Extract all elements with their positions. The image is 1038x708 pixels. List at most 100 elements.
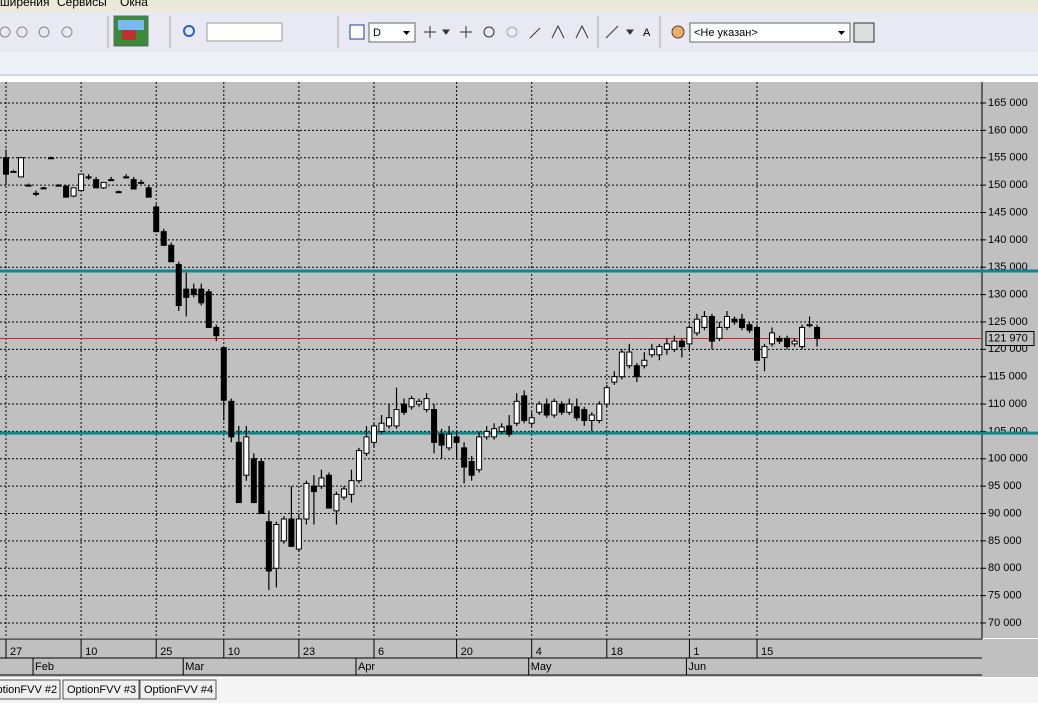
candle-body	[333, 493, 340, 512]
month-label: May	[531, 661, 552, 673]
candle-body	[761, 346, 768, 359]
y-tick-label: 145 000	[988, 206, 1028, 218]
dropdown-arrow	[403, 31, 410, 35]
candle-body	[40, 187, 47, 190]
candle-body	[814, 326, 821, 340]
candle-body	[370, 425, 377, 443]
candle-body	[100, 181, 107, 189]
candle-body	[678, 340, 685, 348]
menu-item[interactable]: Сервисы	[57, 0, 107, 9]
drawing-tools	[424, 24, 634, 39]
menu-item[interactable]: Окна	[120, 0, 148, 9]
y-tick-label: 130 000	[988, 288, 1028, 300]
candle-body	[633, 365, 640, 378]
candle-body	[498, 426, 505, 432]
candle-body	[453, 436, 460, 443]
y-tick-label: 75 000	[988, 590, 1022, 602]
menu-bar	[0, 0, 1038, 12]
candle-body	[416, 400, 423, 405]
candle-body	[145, 187, 152, 198]
account-value: <Не указан>	[694, 27, 758, 39]
candle-body	[213, 326, 220, 337]
tab-label[interactable]: OptionFVV #2	[0, 684, 57, 696]
candle-body	[573, 406, 580, 419]
chart-icon[interactable]	[349, 24, 365, 40]
account-select[interactable]	[689, 22, 851, 43]
candle-body	[363, 436, 370, 454]
toolbar-strip	[0, 52, 1038, 76]
y-tick-label: 160 000	[988, 124, 1028, 136]
candle-body	[168, 244, 175, 263]
candle-body	[776, 337, 783, 342]
candle-body	[340, 488, 347, 498]
tab-label[interactable]: OptionFVV #3	[67, 684, 136, 696]
tab[interactable]	[139, 679, 217, 700]
month-label: Apr	[358, 661, 375, 673]
candle-body	[551, 400, 558, 416]
candle-body	[10, 170, 17, 173]
x-tick-label: 27	[10, 646, 22, 658]
candle-body	[708, 315, 715, 342]
candle-body	[423, 398, 430, 411]
y-tick-label: 140 000	[988, 234, 1028, 246]
timeframe-value: D	[373, 27, 381, 39]
y-tick-label: 70 000	[988, 617, 1022, 629]
candle-body	[431, 409, 438, 443]
y-tick-label: 115 000	[988, 371, 1027, 383]
last-price-box	[985, 331, 1035, 347]
x-tick-label: 4	[536, 646, 542, 658]
candle-body	[325, 474, 332, 509]
text-tool[interactable]: A	[643, 27, 651, 39]
candle-body	[468, 461, 475, 476]
candle-body	[250, 458, 257, 504]
candle-body	[205, 291, 212, 328]
candle-body	[220, 347, 227, 401]
candle-body	[198, 288, 205, 304]
user-icon[interactable]	[671, 25, 685, 39]
candle-body	[693, 318, 700, 334]
candle-body	[33, 192, 40, 195]
candle-body	[754, 326, 760, 361]
month-label: Feb	[35, 661, 54, 673]
toolbar	[0, 12, 1038, 52]
search-icon[interactable]	[183, 25, 195, 37]
candle-body	[738, 318, 745, 328]
candle-body	[648, 348, 655, 356]
user-button[interactable]	[853, 22, 875, 43]
candle-body	[491, 428, 498, 438]
candle-body	[355, 450, 362, 482]
x-tick-label: 18	[611, 646, 623, 658]
candle-body	[265, 521, 272, 572]
x-tick-label: 20	[461, 646, 473, 658]
candle-body	[716, 326, 723, 339]
candle-body	[686, 326, 693, 345]
candle-body	[228, 400, 235, 438]
candle-body	[513, 400, 520, 424]
candle-body	[791, 340, 798, 345]
candle-body	[190, 288, 197, 296]
candle-body	[626, 351, 633, 367]
candle-body	[3, 157, 9, 175]
menu-item[interactable]: ширения	[0, 0, 50, 9]
candle-body	[806, 324, 813, 327]
tab[interactable]	[62, 679, 140, 700]
candle-body	[566, 403, 573, 413]
candle-body	[596, 403, 603, 421]
search-input[interactable]	[206, 22, 283, 42]
tab[interactable]	[0, 679, 61, 700]
month-label: Jun	[688, 661, 706, 673]
candle-body	[318, 477, 325, 487]
y-tick-label: 95 000	[988, 480, 1022, 492]
y-tick-label: 85 000	[988, 535, 1022, 547]
candle-body	[378, 422, 385, 432]
candle-body	[401, 403, 408, 413]
candle-body	[85, 176, 92, 179]
timeframe-select[interactable]	[368, 22, 416, 43]
candle-body	[295, 518, 302, 550]
candle-body	[641, 359, 648, 367]
x-tick-label: 23	[303, 646, 315, 658]
y-tick-label: 80 000	[988, 562, 1022, 574]
y-tick-label: 165 000	[988, 97, 1028, 109]
tab-label[interactable]: OptionFVV #4	[144, 684, 213, 696]
